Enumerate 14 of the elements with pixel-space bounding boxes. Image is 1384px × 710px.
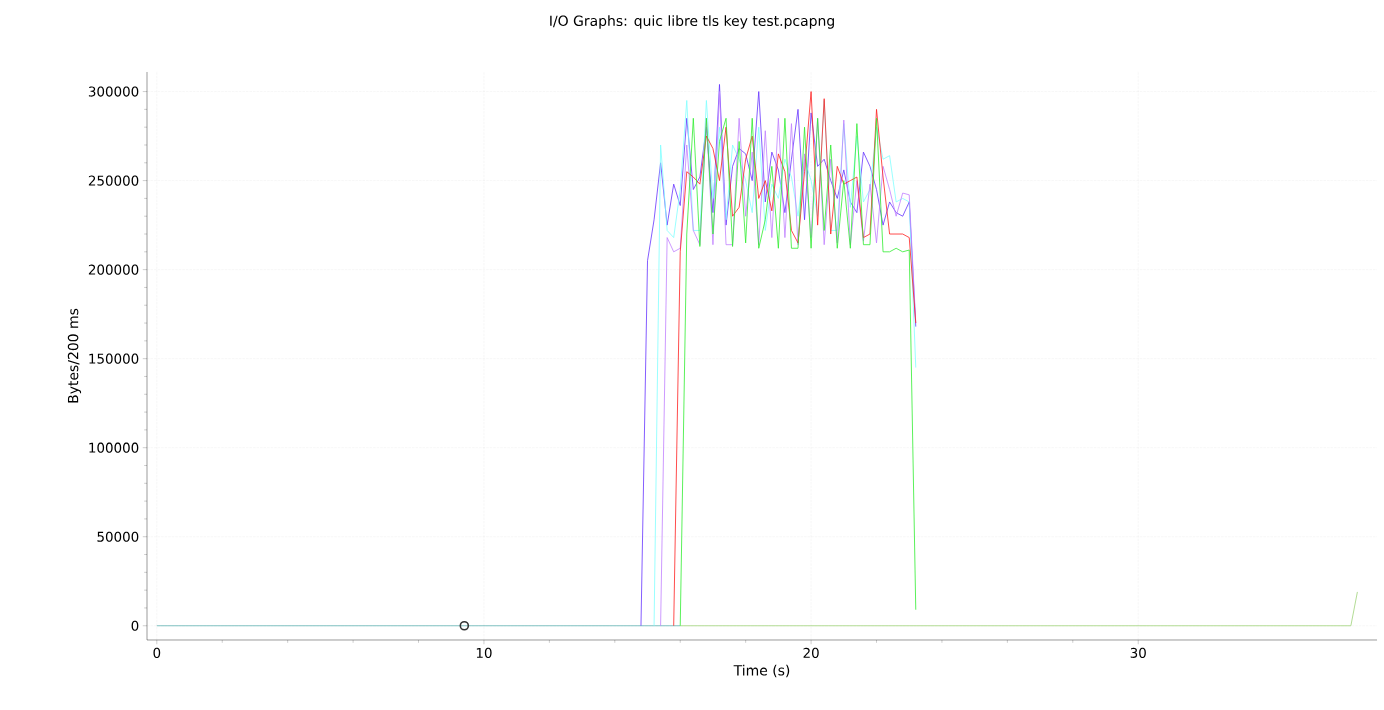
x-tick-label: 20	[803, 647, 819, 658]
chart-title: I/O Graphs: quic libre tls key test.pcapng	[550, 15, 834, 29]
x-axis-title: Time (s)	[733, 664, 790, 678]
x-tick-label: 30	[1130, 647, 1146, 658]
y-axis-title: Bytes/200 ms	[67, 308, 82, 403]
y-tick-label: 200000	[88, 264, 139, 275]
x-tick-label: 10	[476, 647, 492, 658]
y-tick-label: 300000	[88, 86, 139, 97]
y-tick-label: 50000	[97, 531, 139, 542]
y-tick-label: 150000	[89, 353, 139, 364]
x-tick-label: 0	[153, 647, 161, 658]
y-tick-label: 250000	[88, 175, 139, 186]
y-tick-label: 0	[131, 620, 139, 631]
y-tick-label: 100000	[89, 442, 139, 453]
